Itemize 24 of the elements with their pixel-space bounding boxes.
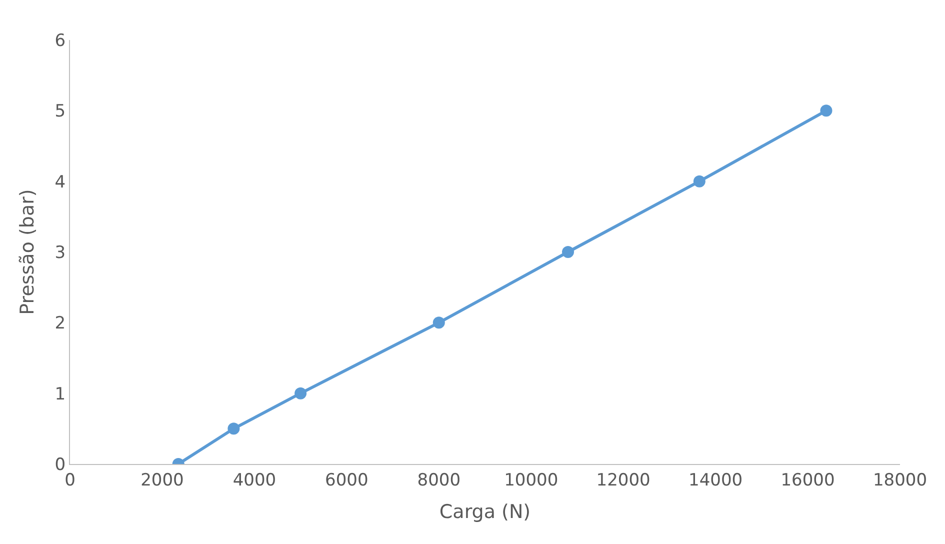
x-tick-label: 8000 [417,470,461,490]
y-tick-label: 5 [54,102,66,122]
y-tick-label: 0 [54,454,66,475]
point [693,175,706,188]
point [228,422,240,435]
x-tick-label: 6000 [325,470,368,490]
x-tick-label: 16000 [780,470,835,490]
y-tick-label: 2 [54,314,66,334]
point [432,316,445,329]
point [294,387,307,400]
y-tick-label: 1 [54,384,66,404]
x-tick-label: 12000 [596,470,650,490]
point [820,104,832,117]
x-axis-title: Carga (N) [439,501,531,524]
y-tick-label: 6 [54,30,66,51]
x-tick-label: 2000 [140,470,184,490]
x-tick-label: 14000 [688,470,743,490]
y-tick-label: 4 [54,172,66,192]
x-tick-label: 18000 [872,470,928,490]
y-tick-label: 3 [54,242,66,263]
x-tick-label: 4000 [232,470,276,490]
point [562,246,574,258]
y-axis-title: Pressão (bar) [16,189,39,315]
x-tick-label: 10000 [504,470,558,490]
